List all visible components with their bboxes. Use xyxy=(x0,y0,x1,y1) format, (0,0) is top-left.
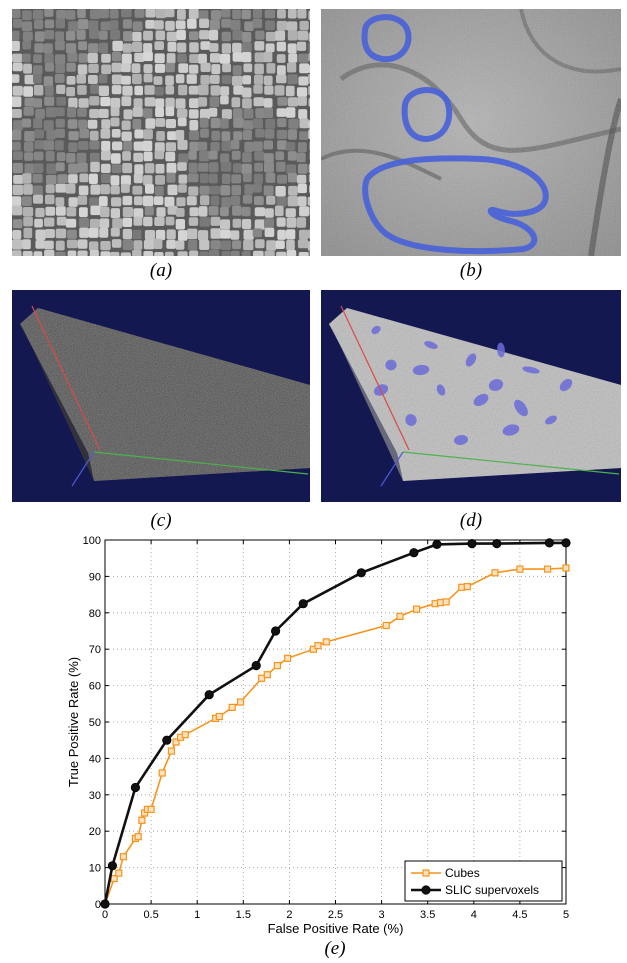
data-point xyxy=(215,712,223,721)
data-point xyxy=(492,539,502,549)
x-tick-label: 0 xyxy=(102,909,108,921)
data-point xyxy=(382,621,390,630)
data-point xyxy=(463,582,471,591)
roc-chart: 0 0.5 1 1.5 2 2.5 3 3.5 4 4.5 50102030405060708090… xyxy=(66,535,571,936)
data-point xyxy=(147,805,155,813)
x-tick-label: 3.5 xyxy=(420,909,435,921)
data-point xyxy=(298,599,308,609)
x-tick-label: 0.5 xyxy=(143,909,158,921)
data-point xyxy=(273,662,281,670)
y-tick-label: 80 xyxy=(89,608,101,620)
supervoxel-cells xyxy=(12,9,310,256)
data-point xyxy=(314,641,322,650)
y-tick-label: 70 xyxy=(89,644,101,656)
data-point xyxy=(181,731,189,739)
data-point xyxy=(162,735,172,745)
data-point xyxy=(432,539,442,549)
caption-e: (e) xyxy=(324,938,346,959)
data-point xyxy=(158,769,166,777)
x-tick-label: 5 xyxy=(563,909,569,921)
data-point xyxy=(562,564,570,572)
panel-c-volume-rendering xyxy=(12,290,310,502)
data-point xyxy=(322,638,330,646)
x-axis-label: False Positive Rate (%) xyxy=(268,921,404,936)
y-tick-label: 30 xyxy=(89,790,101,802)
panel-b-em-slice-segmentation xyxy=(321,9,621,256)
data-point xyxy=(228,703,236,711)
data-point xyxy=(544,538,555,548)
legend-marker xyxy=(422,869,430,877)
caption-d: (d) xyxy=(459,510,483,531)
data-point xyxy=(263,671,271,679)
y-axis-label: True Positive Rate (%) xyxy=(66,657,81,787)
caption-c: (c) xyxy=(150,510,172,531)
panel-d-volume-segmentation xyxy=(321,290,621,502)
mitochondria-blobs xyxy=(371,325,573,445)
legend-label: Cubes xyxy=(445,866,480,880)
data-point xyxy=(251,661,261,671)
caption-a: (a) xyxy=(149,260,173,281)
mitochondria-overlay xyxy=(361,14,549,255)
panel-e-roc-chart: 0 0.5 1 1.5 2 2.5 3 3.5 4 4.5 5 0 10 20 30 40 50 60 70 80 90… xyxy=(0,528,627,940)
data-point xyxy=(543,565,552,573)
legend-label: SLIC supervoxels xyxy=(445,883,539,897)
data-point xyxy=(236,698,245,706)
data-point xyxy=(284,654,292,662)
data-point xyxy=(130,782,140,793)
panel-a-supervoxel-slice xyxy=(12,9,310,256)
data-point xyxy=(134,833,142,841)
caption-b: (b) xyxy=(459,260,483,281)
x-tick-label: 4.5 xyxy=(512,909,527,921)
data-point xyxy=(107,861,118,871)
data-point xyxy=(204,690,214,700)
volume-rendering-image xyxy=(20,305,310,487)
x-tick-label: 3 xyxy=(379,909,385,921)
data-point xyxy=(442,598,450,606)
data-point xyxy=(167,747,175,755)
x-tick-label: 2.5 xyxy=(328,909,343,921)
y-tick-label: 20 xyxy=(89,826,101,838)
x-tick-label: 1 xyxy=(194,909,200,921)
y-tick-label: 50 xyxy=(89,717,101,729)
x-tick-label: 1.5 xyxy=(236,909,251,921)
chart-legend: Cubes SLIC supervoxels xyxy=(404,860,563,902)
volume-segmentation-image xyxy=(329,305,621,487)
data-point xyxy=(309,645,317,653)
data-point xyxy=(561,538,571,548)
data-point xyxy=(270,626,281,636)
y-tick-label: 10 xyxy=(89,863,101,875)
data-point xyxy=(172,738,180,746)
series-cubes xyxy=(101,564,570,908)
y-tick-label: 0 xyxy=(95,899,101,911)
data-point xyxy=(115,869,123,877)
data-point xyxy=(491,569,499,577)
data-point xyxy=(396,612,404,621)
data-point xyxy=(516,565,524,573)
data-point xyxy=(119,853,128,861)
data-point xyxy=(413,605,421,613)
legend-marker xyxy=(421,885,431,895)
em-segmentation-image xyxy=(321,9,621,256)
y-tick-label: 40 xyxy=(89,753,101,765)
x-tick-label: 4 xyxy=(471,909,477,921)
x-tick-label: 2 xyxy=(286,909,292,921)
data-point xyxy=(467,539,477,549)
data-point xyxy=(100,899,110,909)
y-tick-label: 90 xyxy=(89,571,101,583)
supervoxel-image xyxy=(12,9,310,256)
y-tick-label: 100 xyxy=(83,535,101,547)
series-slic-supervoxels xyxy=(100,538,571,909)
data-point xyxy=(138,816,146,824)
data-point xyxy=(356,568,366,578)
y-tick-label: 60 xyxy=(89,681,101,693)
data-point xyxy=(409,548,419,558)
